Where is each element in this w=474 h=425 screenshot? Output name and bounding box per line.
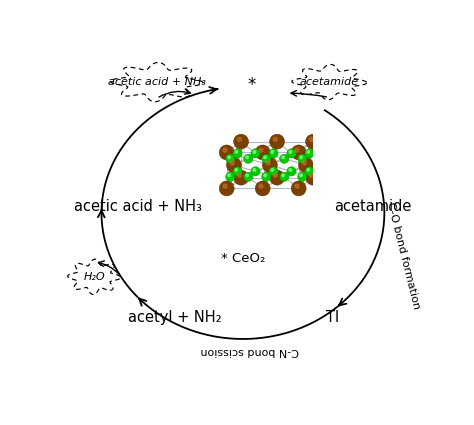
Text: C-O bond formation: C-O bond formation xyxy=(384,201,421,310)
Text: acetamide: acetamide xyxy=(300,77,359,87)
Text: acetamide: acetamide xyxy=(335,199,412,214)
Text: acetic acid + NH₃: acetic acid + NH₃ xyxy=(108,77,206,87)
Text: H₂O: H₂O xyxy=(83,272,105,282)
Text: * CeO₂: * CeO₂ xyxy=(221,252,265,265)
Text: TI: TI xyxy=(326,310,339,325)
Text: C-N bond scission: C-N bond scission xyxy=(200,346,299,357)
Text: *: * xyxy=(248,76,256,94)
Text: acetic acid + NH₃: acetic acid + NH₃ xyxy=(74,199,202,214)
Text: acetyl + NH₂: acetyl + NH₂ xyxy=(128,310,222,325)
